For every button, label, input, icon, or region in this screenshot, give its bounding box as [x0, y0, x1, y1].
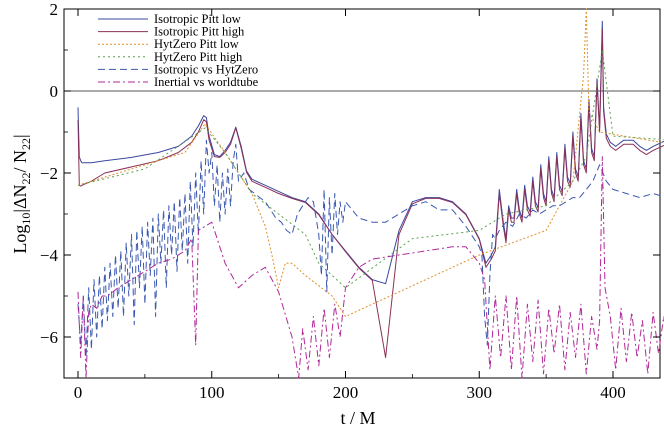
y-axis-label-slash-n: / N: [10, 150, 30, 173]
y-axis-label-delta-n: |ΔN: [10, 184, 30, 212]
x-tick-label-300: 300: [467, 383, 493, 402]
y-axis-label-num-sub: 22: [19, 172, 33, 184]
legend-label-5: Inertial vs worldtube: [154, 75, 259, 89]
series-layer: [77, 8, 664, 379]
legend-label-4: Isotropic vs HytZero: [154, 62, 258, 76]
y-axis-label-close: |: [10, 134, 30, 138]
y-tick-label-2: −2: [40, 164, 58, 183]
legend-label-3: HytZero Pitt high: [154, 50, 243, 64]
y-axis-label-log-sub: 10: [19, 213, 33, 225]
legend-label-1: Isotropic Pitt high: [154, 25, 245, 39]
x-tick-label-200: 200: [333, 383, 359, 402]
series-line-2: [77, 8, 664, 317]
x-axis-label: t / M: [340, 408, 375, 428]
series-line-1: [77, 29, 664, 358]
y-axis-label-log: Log: [10, 225, 30, 254]
y-tick-label-3: −4: [40, 246, 59, 265]
y-axis-label-den-sub: 22: [19, 138, 33, 150]
y-tick-label-1: 0: [50, 82, 59, 101]
y-tick-label-4: −6: [40, 328, 58, 347]
legend-label-2: HytZero Pitt low: [154, 37, 239, 51]
plot-frame: [63, 8, 661, 379]
x-tick-label-100: 100: [199, 383, 225, 402]
x-tick-label-400: 400: [600, 383, 626, 402]
y-axis-label: Log10|ΔN22/ N22|: [10, 134, 33, 253]
x-tick-label-0: 0: [74, 383, 83, 402]
y-tick-label-0: 2: [50, 0, 59, 19]
series-line-4: [77, 139, 664, 358]
series-line-5: [77, 156, 664, 379]
ticks-layer: 0 100 200 300 400 2 0 −2 −4 −6: [40, 0, 660, 402]
legend-label-0: Isotropic Pitt low: [154, 12, 241, 26]
